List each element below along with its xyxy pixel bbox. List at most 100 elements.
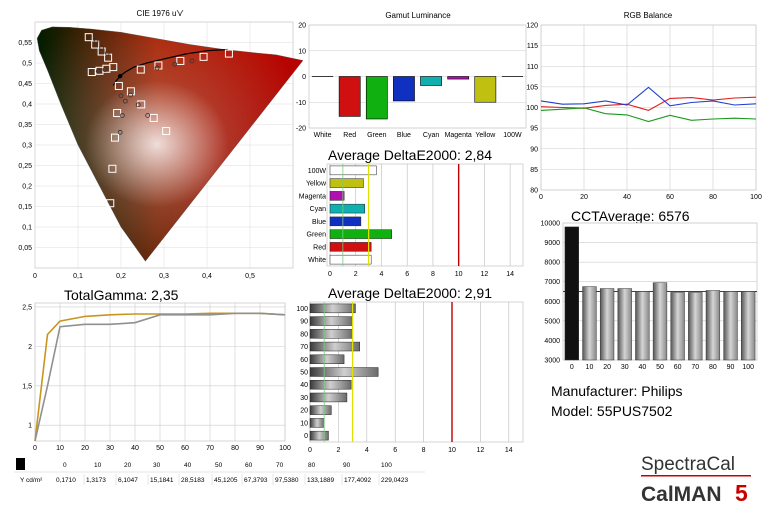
cct-bar (723, 291, 738, 361)
deltae-gray-bar (309, 303, 356, 314)
deltae-color-bar (329, 229, 393, 239)
cie-target-marker (137, 100, 146, 109)
cct-x-tick: 90 (727, 364, 735, 371)
rgb-balance-y-tick: 80 (530, 188, 538, 195)
deltae-gray-label: 0 (304, 433, 308, 440)
gamut-luminance-y-tick: -10 (296, 100, 306, 107)
black-swatch (16, 458, 25, 470)
cct-bar (741, 291, 756, 361)
logo-divider (641, 475, 751, 477)
cct-bar (652, 282, 668, 361)
deltae-gray-bar (309, 367, 379, 377)
cct-x-tick: 30 (621, 364, 629, 371)
deltae-gray-chart: Average DeltaE2000: 2,91 100908070605040… (296, 285, 524, 454)
rgb-balance-x-tick: 100 (750, 194, 762, 201)
gamma-x-tick: 60 (181, 445, 189, 452)
calman-logo: SpectraCal CalMAN 5 (641, 454, 751, 506)
deltae-color-bar (329, 216, 362, 227)
cie-target-marker (91, 40, 100, 49)
luminance-table: 0 10 20 30 40 50 60 70 80 90 100 0,1710 1,3173 6,104… (14, 458, 425, 485)
deltae-color-label: 100W (308, 168, 327, 175)
gamma-grid (34, 303, 286, 441)
deltae-color-label: White (308, 257, 326, 264)
cct-y-tick: 3000 (544, 358, 560, 365)
deltae-color-x-tick: 2 (354, 271, 358, 278)
deltae-color-bars (329, 164, 460, 266)
gamut-luminance-bars (311, 76, 524, 120)
deltae-color-label: Green (307, 232, 327, 239)
deltae-gray-x-tick: 12 (477, 447, 485, 454)
cct-bar (688, 292, 703, 361)
luminance-table-cell: 229,0423 (381, 477, 408, 484)
gamma-y-tick: 1 (28, 423, 32, 430)
cie-y-tick: 0,55 (18, 40, 32, 47)
luminance-table-values: 0,1710 1,3173 6,1047 15,1841 28,5183 45,1205 6… (56, 474, 408, 485)
deltae-color-bar (329, 242, 372, 252)
gamut-luminance-y-tick: 20 (298, 23, 306, 30)
cie-y-tick: 0,5 (22, 61, 32, 68)
luminance-table-header-cell: 40 (184, 462, 192, 469)
model-label: Model: 55PUS7502 (551, 403, 673, 419)
cct-y-tick: 9000 (544, 240, 560, 247)
gamut-luminance-bar (365, 76, 388, 120)
gamut-luminance-bar (393, 76, 415, 102)
deltae-gray-bar (309, 392, 348, 403)
gamut-luminance-bar (338, 76, 361, 117)
luminance-table-header-cell: 20 (124, 462, 132, 469)
rgb-balance-line-b (540, 86, 757, 107)
deltae-color-title: Average DeltaE2000: 2,84 (328, 147, 492, 163)
cct-x-ticks: 0 10 20 30 40 50 60 70 80 90 100 (570, 364, 754, 371)
cie-measured-point (93, 39, 99, 45)
deltae-gray-label: 90 (300, 319, 308, 326)
cie-y-tick: 0,05 (18, 245, 32, 252)
gamma-x-tick: 20 (81, 445, 89, 452)
cie-measured-point (145, 113, 151, 118)
gamma-y-tick: 2,5 (22, 304, 32, 311)
deltae-gray-x-tick: 14 (505, 447, 513, 454)
rgb-balance-x-tick: 40 (623, 194, 631, 201)
cct-bar (705, 290, 721, 361)
rgb-balance-line-g (540, 107, 757, 123)
cie-measured-point (172, 61, 178, 67)
rgb-balance-x-tick: 0 (539, 194, 543, 201)
rgb-balance-y-tick: 105 (526, 84, 538, 91)
rgb-balance-y-tick: 110 (527, 64, 538, 71)
luminance-table-cell: 1,3173 (86, 477, 106, 484)
deltae-gray-x-ticks: 0 2 4 6 8 10 12 14 (308, 447, 513, 454)
deltae-gray-label: 20 (300, 408, 308, 415)
rgb-balance-x-tick: 60 (666, 194, 674, 201)
gamma-x-tick: 50 (156, 445, 164, 452)
deltae-gray-bar (309, 418, 325, 428)
gamma-x-tick: 100 (279, 445, 291, 452)
cie-measured-point (122, 98, 128, 104)
gamma-x-ticks: 0 10 20 30 40 50 60 70 80 90 100 (33, 445, 291, 452)
gamma-x-tick: 30 (106, 445, 114, 452)
rgb-balance-y-tick: 100 (526, 105, 538, 112)
deltae-color-x-tick: 10 (455, 271, 463, 278)
planckian-locus (112, 48, 228, 86)
luminance-table-cell: 133,1889 (307, 477, 334, 484)
cie-y-tick: 0,1 (22, 225, 32, 232)
cie-target-marker (113, 109, 122, 118)
luminance-table-header-cell: 0 (63, 462, 67, 469)
gamut-luminance-x-label: Blue (397, 132, 411, 139)
cie-target-marker (97, 47, 106, 56)
cct-x-tick: 50 (656, 364, 664, 371)
cct-x-tick: 20 (603, 364, 611, 371)
luminance-table-cell: 0,1710 (56, 477, 76, 484)
deltae-gray-x-tick: 2 (336, 447, 340, 454)
deltae-gray-label: 30 (300, 395, 308, 402)
rgb-balance-y-tick: 85 (530, 167, 538, 174)
gamut-luminance-x-label: Red (343, 132, 356, 139)
rgb-balance-x-ticks: 0 20 40 60 80 100 (539, 194, 762, 201)
rgb-balance-lines (540, 86, 757, 123)
deltae-gray-label: 100 (296, 306, 308, 313)
deltae-gray-bar (309, 329, 353, 339)
deltae-gray-label: 50 (300, 370, 308, 377)
cie-y-tick: 0,15 (18, 204, 32, 211)
rgb-balance-y-tick: 115 (527, 43, 538, 50)
cie-target-marker (106, 199, 115, 208)
cie-x-tick: 0,2 (116, 273, 126, 280)
